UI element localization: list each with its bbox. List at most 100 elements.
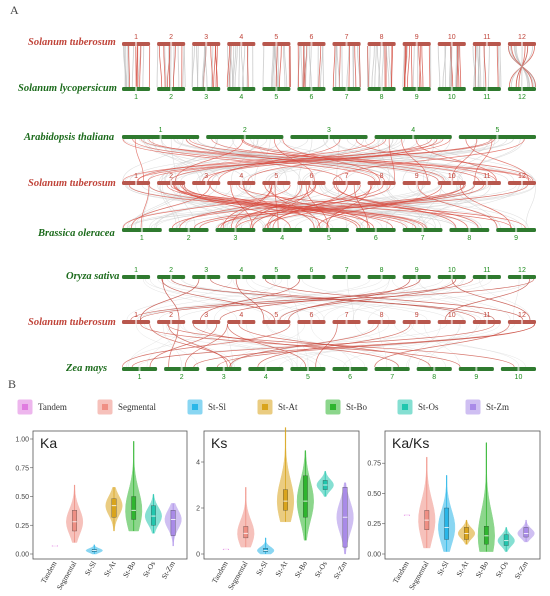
synteny-link: [439, 184, 529, 229]
chromosome-number-os: 8: [380, 267, 384, 274]
synteny-link: [421, 45, 424, 88]
synteny-link: [288, 278, 411, 321]
synteny-link: [387, 184, 436, 229]
synteny-link: [140, 323, 461, 368]
synteny-link: [161, 138, 253, 182]
synteny-link: [251, 278, 463, 321]
synteny-link: [140, 184, 150, 229]
label-st3: Solanum tuberosum: [28, 317, 116, 328]
chromosome-number-sl: 10: [448, 94, 456, 101]
synteny-link: [452, 138, 496, 182]
synteny-link: [245, 323, 294, 368]
label-sl: Solanum lycopersicum: [18, 83, 117, 94]
chromosome-number-st2: 8: [380, 173, 384, 180]
chromosome-number-st1: 6: [310, 34, 314, 41]
synteny-link: [247, 138, 438, 182]
synteny-link: [136, 278, 484, 321]
synteny-link: [499, 45, 502, 88]
synteny-link: [193, 323, 536, 368]
label-zm: Zea mays: [65, 363, 107, 374]
x-category-label: St-Zm: [159, 559, 176, 580]
synteny-link: [148, 184, 417, 229]
centromere-mark: [205, 41, 208, 47]
synteny-link: [184, 184, 242, 229]
synteny-link: [137, 138, 376, 182]
chromosome-number-zm: 7: [390, 374, 394, 381]
synteny-link: [305, 45, 308, 88]
centromere-mark: [205, 180, 208, 186]
centromere-mark: [485, 41, 488, 47]
chromosome-number-zm: 9: [474, 374, 478, 381]
synteny-link: [442, 45, 447, 88]
centromere-mark: [450, 180, 453, 186]
chromosome-number-st2: 4: [239, 173, 243, 180]
synteny-link: [279, 138, 509, 182]
centromere-mark: [140, 227, 143, 233]
species-labels: Solanum tuberosum Solanum lycopersicum A…: [18, 37, 119, 374]
y-tick-label: 0.75: [15, 465, 29, 472]
synteny-link: [163, 45, 166, 88]
synteny-link: [525, 184, 536, 229]
chromosome-number-os: 7: [345, 267, 349, 274]
synteny-link: [122, 138, 184, 182]
chromosome-number-at: 1: [159, 127, 163, 134]
centromere-mark: [180, 366, 183, 372]
synteny-link: [183, 45, 186, 88]
synteny-link: [472, 45, 477, 88]
centromere-mark: [240, 86, 243, 92]
synteny-link: [176, 184, 335, 229]
synteny-link: [309, 45, 312, 88]
centromere-mark: [205, 86, 208, 92]
chromosome-number-st2: 3: [204, 173, 208, 180]
y-tick-label: 0.25: [367, 521, 381, 528]
synteny-link: [381, 45, 385, 88]
chromosome-number-st2: 1: [134, 173, 138, 180]
centromere-mark: [135, 86, 138, 92]
synteny-link: [473, 45, 478, 88]
synteny-link: [415, 138, 497, 182]
centromere-mark: [380, 319, 383, 325]
synteny-link: [238, 323, 431, 368]
synteny-link: [242, 138, 497, 182]
plot-title-ka: Ka: [40, 435, 57, 451]
synteny-link: [310, 278, 463, 321]
centromere-mark: [264, 366, 267, 372]
synteny-link: [165, 138, 218, 182]
centromere-mark: [380, 274, 383, 280]
centromere-mark: [240, 274, 243, 280]
synteny-link: [266, 184, 310, 229]
synteny-link: [165, 323, 235, 368]
synteny-link: [144, 323, 317, 368]
synteny-link: [175, 138, 244, 182]
synteny-link: [182, 184, 291, 229]
synteny-link: [126, 278, 233, 321]
synteny-link: [131, 45, 134, 88]
synteny-link: [483, 45, 485, 88]
chromosome-number-at: 5: [495, 127, 499, 134]
synteny-link: [354, 323, 446, 368]
synteny-link: [242, 45, 246, 88]
synteny-link: [200, 278, 301, 321]
centromere-mark: [415, 319, 418, 325]
x-category-label: Tandem: [391, 559, 411, 584]
chromosome-number-st3: 9: [415, 312, 419, 319]
synteny-link: [497, 45, 500, 88]
chromosome-bars: 1 2 3 4 5 6 7 8 9 10 11 121 2 3 4 5 6 7 8 9 10 11 121 2 3 4 51 2 3 4 5…: [122, 34, 536, 381]
synteny-link: [193, 323, 298, 368]
centromere-mark: [243, 134, 246, 140]
synteny-link: [170, 278, 495, 321]
centromere-mark: [135, 319, 138, 325]
synteny-link: [312, 138, 394, 182]
synteny-link: [402, 45, 405, 88]
synteny-link: [458, 138, 524, 182]
chromosome-number-st1: 3: [204, 34, 208, 41]
synteny-link: [479, 45, 482, 88]
synteny-link: [401, 138, 428, 182]
synteny-link: [403, 45, 406, 88]
chromosome-number-bo: 8: [467, 235, 471, 242]
chromosome-number-bo: 6: [374, 235, 378, 242]
centromere-mark: [515, 227, 518, 233]
synteny-link: [170, 138, 432, 182]
centromere-mark: [170, 274, 173, 280]
